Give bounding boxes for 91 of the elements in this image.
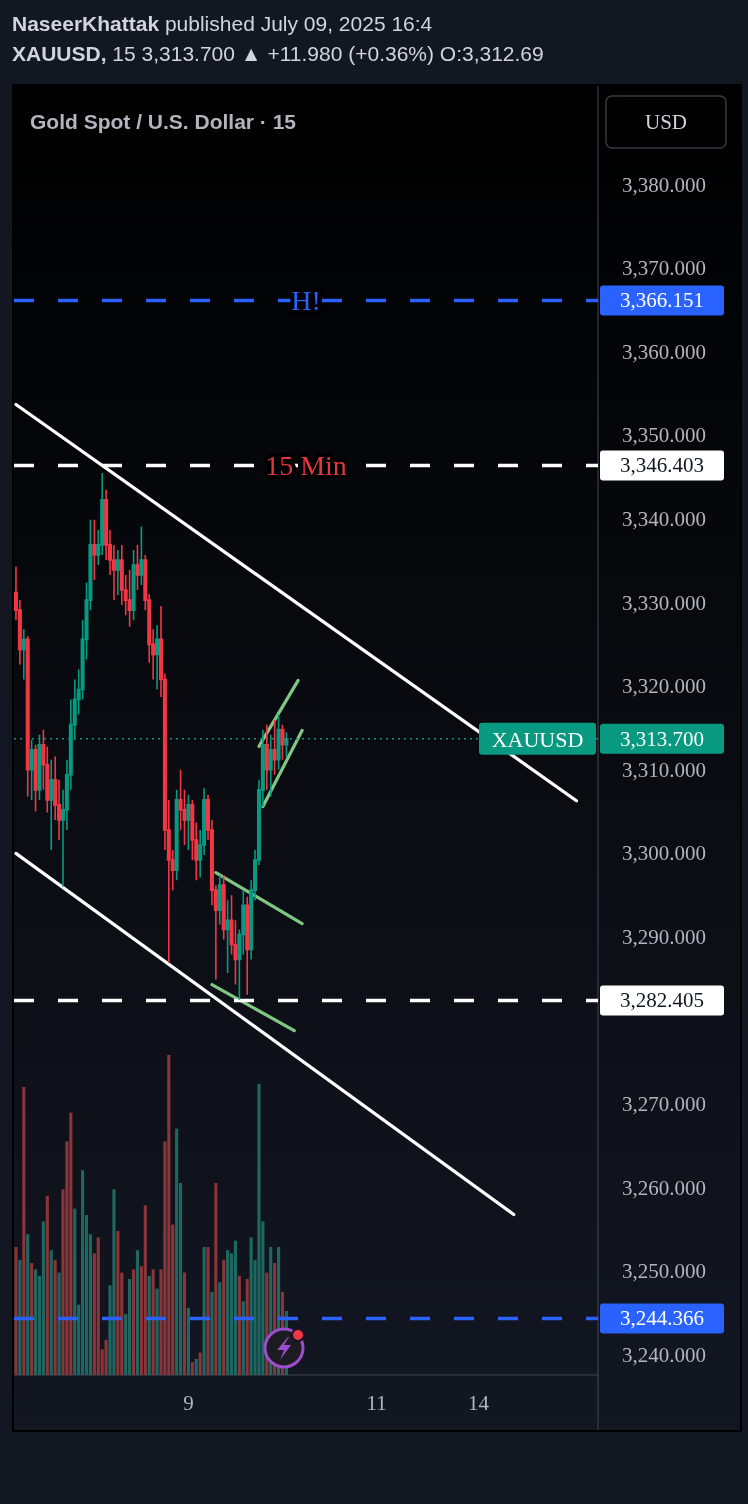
candlestick [217, 874, 222, 926]
candlestick [127, 569, 132, 628]
bar [53, 1259, 57, 1375]
bar [186, 1307, 190, 1375]
y-tick-label: 3,366.151 [620, 288, 704, 313]
bar [175, 1128, 179, 1375]
bar [155, 1288, 159, 1375]
bar [26, 1234, 30, 1375]
bar [45, 1195, 49, 1375]
candlestick [272, 718, 277, 776]
bar [151, 1269, 155, 1375]
y-tick-label: 3,380.000 [622, 172, 706, 197]
bar [128, 1279, 132, 1375]
bar [182, 1272, 187, 1375]
candlestick [21, 628, 26, 681]
candlestick [264, 723, 269, 791]
bar [245, 1279, 249, 1375]
bar [143, 1205, 147, 1375]
bar [69, 1112, 73, 1375]
y-tick-label: 3,240.000 [622, 1342, 706, 1367]
y-tick-label: 3,346.403 [620, 453, 704, 478]
annotation: 15 Min [265, 449, 347, 481]
text: NaseerKhattak published July 09, 2025 16:4 [12, 12, 433, 35]
bar [257, 1083, 261, 1375]
bar [190, 1362, 194, 1375]
bar [241, 1301, 245, 1375]
y-tick-label: 3,310.000 [622, 757, 706, 782]
candlestick [29, 738, 34, 801]
candlestick [155, 624, 160, 691]
y-tick-label: 3,290.000 [622, 924, 706, 949]
bar [116, 1231, 120, 1375]
bar [214, 1183, 218, 1375]
bar [233, 1240, 238, 1375]
candlestick [49, 758, 54, 851]
y-axis-title: USD [644, 110, 688, 134]
y-tick-label: 3,270.000 [622, 1092, 706, 1117]
bar [81, 1170, 85, 1375]
candlestick [225, 899, 230, 974]
y-tick-label: 3,320.000 [622, 674, 706, 699]
candlestick [280, 723, 285, 761]
y-tick-label: 3,370.000 [622, 256, 706, 281]
y-tick-label: 3,244.366 [620, 1306, 704, 1331]
bar [112, 1189, 116, 1375]
candlestick [245, 896, 250, 996]
text: Gold Spot / U.S. Dollar · 15 [30, 109, 297, 133]
bar [135, 1250, 140, 1375]
candlestick [92, 519, 97, 581]
bar [96, 1237, 100, 1375]
y-tick-label: 3,360.000 [622, 339, 706, 364]
bar [206, 1247, 210, 1375]
bar [73, 1208, 77, 1375]
bar [131, 1269, 136, 1375]
x-tick-label: 11 [366, 1391, 387, 1415]
bar [14, 1247, 18, 1375]
y-tick-label: 3,330.000 [622, 590, 706, 615]
candlestick [139, 525, 144, 586]
text: XAUUSD, 15 3,313.700 ▲ +11.980 (+0.36%) O:3,312.69 [12, 42, 544, 65]
y-tick-label: 3,350.000 [622, 423, 706, 448]
bar [194, 1359, 198, 1375]
bar [41, 1221, 45, 1375]
bar [147, 1275, 151, 1375]
bar [167, 1055, 171, 1375]
ref-line-label: XAUUSD [491, 726, 584, 752]
bar [30, 1263, 34, 1375]
y-tick-label: 3,260.000 [622, 1175, 706, 1200]
bar [210, 1291, 214, 1375]
candlestick [115, 549, 120, 596]
bar [18, 1259, 22, 1375]
bar [249, 1237, 253, 1375]
bar [104, 1339, 108, 1375]
candlestick [135, 544, 140, 591]
bar [57, 1272, 61, 1375]
bar [22, 1087, 26, 1375]
bar [198, 1352, 202, 1375]
x-tick-label: 14 [467, 1391, 490, 1415]
y-tick-label: 3,282.405 [620, 988, 704, 1013]
bar [222, 1259, 226, 1375]
bar [49, 1250, 53, 1375]
bar [202, 1247, 206, 1375]
ref-line-label: H! [291, 284, 321, 316]
y-tick-label: 3,300.000 [622, 841, 706, 866]
bar [226, 1250, 230, 1375]
bar [237, 1275, 241, 1375]
y-tick-label: 3,313.700 [620, 726, 704, 751]
bar [218, 1282, 222, 1375]
candlestick [186, 794, 191, 851]
y-tick-label: 3,250.000 [622, 1259, 706, 1284]
bar [33, 1269, 38, 1375]
x-tick-label: 9 [183, 1391, 194, 1415]
candlestick [284, 731, 289, 759]
y-tick-label: 3,340.000 [622, 507, 706, 532]
